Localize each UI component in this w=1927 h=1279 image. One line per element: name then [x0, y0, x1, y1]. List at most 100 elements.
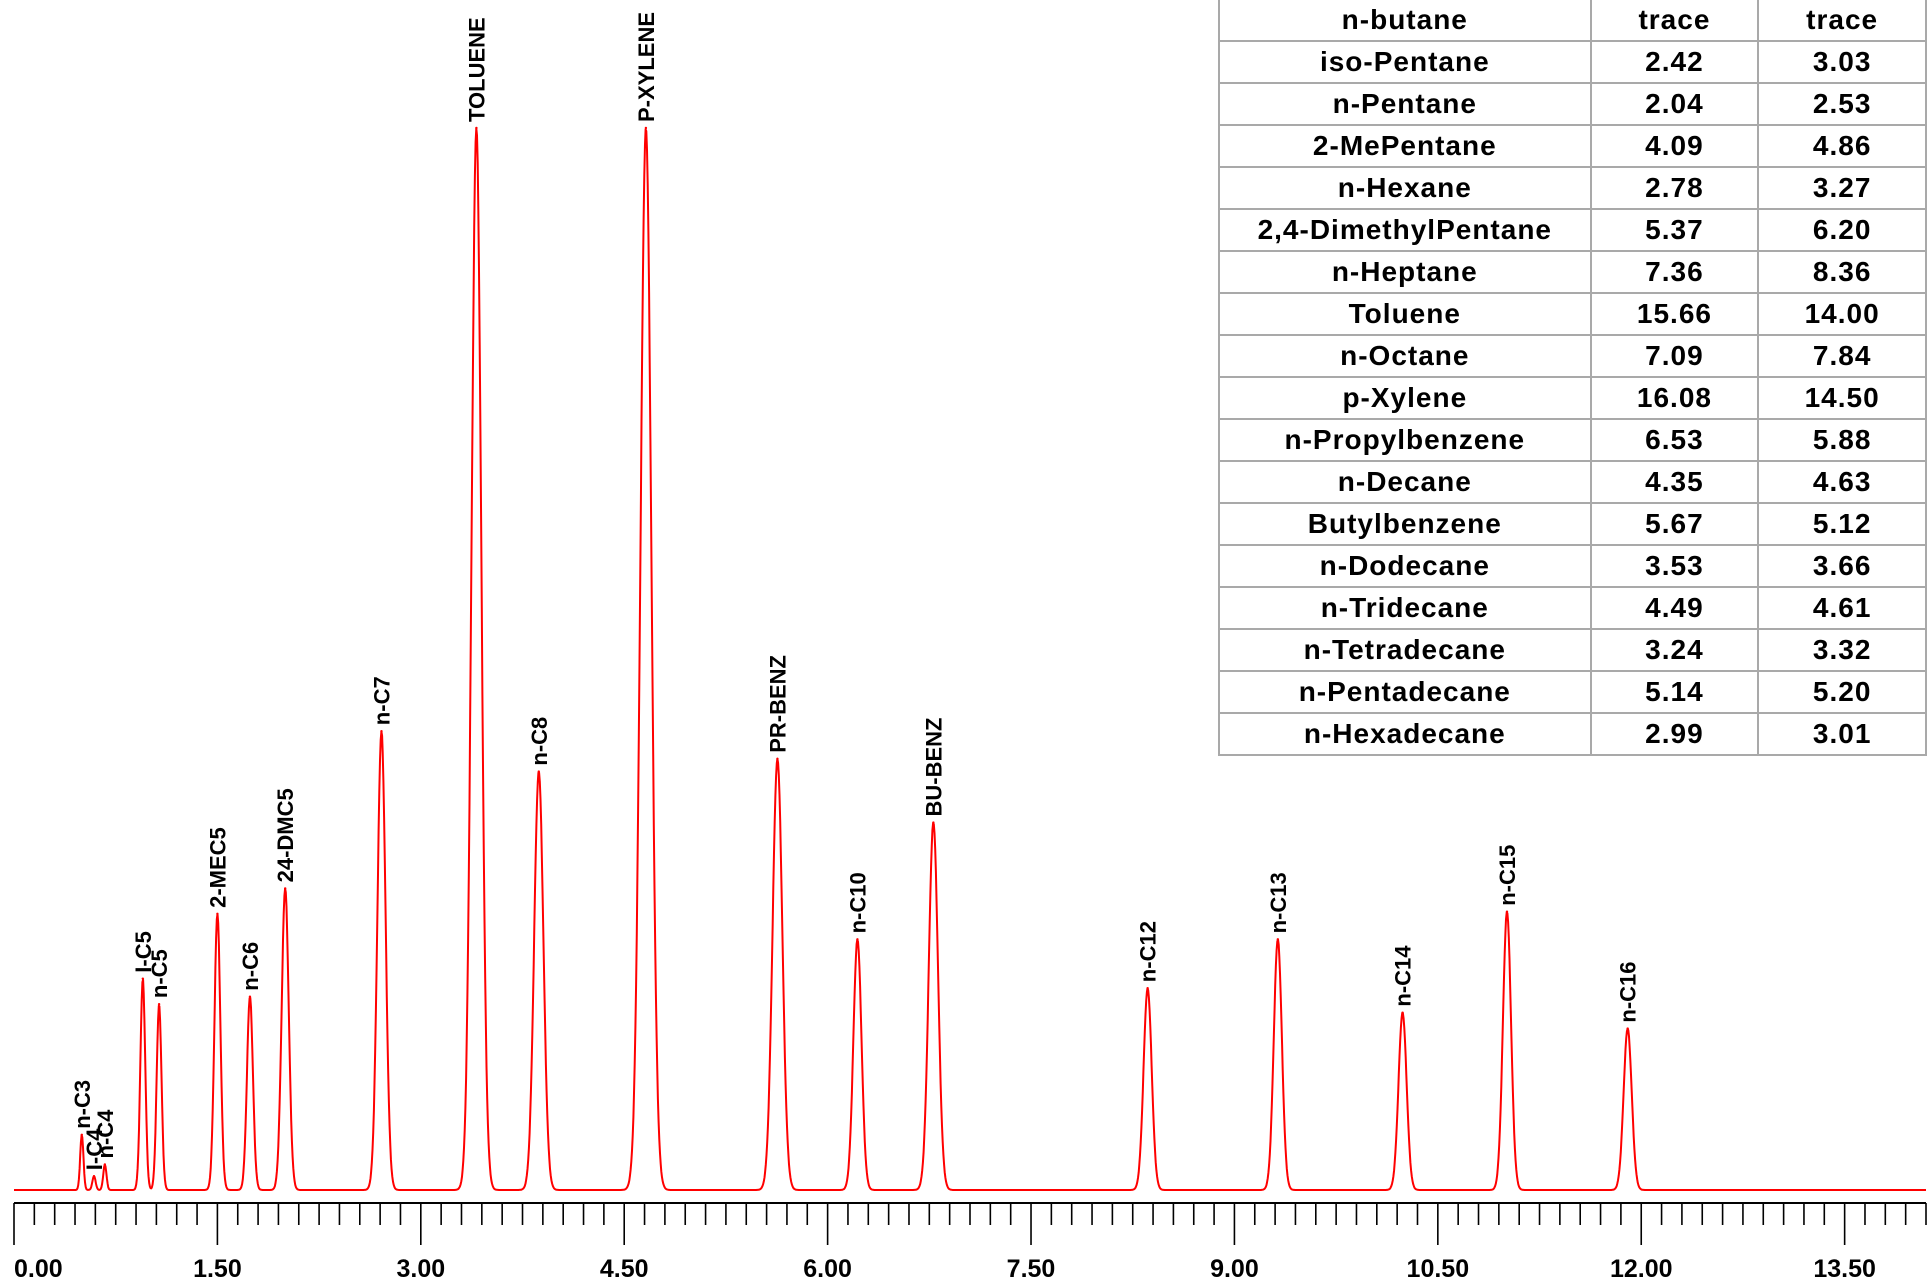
composition-table-body: n-butane trace trace iso-Pentane 2.42 3.03 n-P…: [1218, 0, 1927, 756]
compound-name-cell: n-Tridecane: [1218, 586, 1592, 630]
value-cell-2: 5.88: [1757, 418, 1927, 462]
peak-apex: [856, 938, 859, 941]
table-row: n-Hexane 2.78 3.27: [1218, 166, 1927, 210]
table-row: n-Tetradecane 3.24 3.32: [1218, 628, 1927, 672]
table-row: n-Dodecane 3.53 3.66: [1218, 544, 1927, 588]
value-cell-2: 4.61: [1757, 586, 1927, 630]
peak-label: n-C15: [1495, 845, 1520, 906]
x-tick-label: 13.50: [1813, 1255, 1876, 1279]
table-row: 2,4-DimethylPentane 5.37 6.20: [1218, 208, 1927, 252]
compound-name-cell: 2,4-DimethylPentane: [1218, 208, 1592, 252]
chromatogram-trace: [13, 127, 1927, 1191]
peak-label: n-C5: [147, 949, 172, 998]
value-cell-1: 5.37: [1589, 208, 1760, 252]
peak-label: n-C3: [70, 1080, 95, 1129]
x-tick-label: 3.00: [396, 1255, 445, 1279]
value-cell-2: 8.36: [1757, 250, 1927, 294]
peak-label: n-C16: [1616, 961, 1641, 1022]
table-row: Toluene 15.66 14.00: [1218, 292, 1927, 336]
table-row: n-Pentane 2.04 2.53: [1218, 82, 1927, 126]
compound-name-cell: n-Hexadecane: [1218, 712, 1592, 756]
composition-table: n-butane trace trace iso-Pentane 2.42 3.03 n-P…: [1218, 0, 1927, 756]
value-cell-1: 2.99: [1589, 712, 1760, 756]
value-cell-2: 3.01: [1757, 712, 1927, 756]
value-cell-1: 4.09: [1589, 124, 1760, 168]
table-row: n-Pentadecane 5.14 5.20: [1218, 670, 1927, 714]
value-cell-2: 3.32: [1757, 628, 1927, 672]
compound-name-cell: n-Propylbenzene: [1218, 418, 1592, 462]
value-cell-1: 7.09: [1589, 334, 1760, 378]
x-tick-label: 0.00: [14, 1255, 63, 1279]
compound-name-cell: n-Pentadecane: [1218, 670, 1592, 714]
peak-apex: [537, 770, 540, 773]
x-tick-label: 4.50: [600, 1255, 649, 1279]
value-cell-1: 3.24: [1589, 628, 1760, 672]
x-axis: 0.00 1.50 3.00 4.50 6.00 7.50 9.00 10.50 12.00 13…: [13, 1202, 1927, 1279]
peak-apex: [284, 887, 287, 890]
peak-apex: [103, 1163, 107, 1166]
compound-name-cell: p-Xylene: [1218, 376, 1592, 420]
compound-name-cell: n-Heptane: [1218, 250, 1592, 294]
peak-label: n-C4: [93, 1109, 118, 1159]
value-cell-1: 2.42: [1589, 40, 1760, 84]
value-cell-2: 3.66: [1757, 544, 1927, 588]
peak-apex: [380, 730, 383, 733]
peak-apex: [932, 821, 935, 824]
value-cell-2: 6.20: [1757, 208, 1927, 252]
peak-label: n-C14: [1391, 945, 1416, 1007]
peak-label: PR-BENZ: [765, 655, 790, 753]
peak-label: 24-DMC5: [273, 788, 298, 882]
table-row: p-Xylene 16.08 14.50: [1218, 376, 1927, 420]
compound-name-cell: 2-MePentane: [1218, 124, 1592, 168]
table-row: 2-MePentane 4.09 4.86: [1218, 124, 1927, 168]
peak-apex: [141, 977, 145, 980]
compound-name-cell: Butylbenzene: [1218, 502, 1592, 546]
table-row: n-Propylbenzene 6.53 5.88: [1218, 418, 1927, 462]
peak-label: P-XYLENE: [634, 12, 659, 122]
value-cell-2: trace: [1757, 0, 1927, 42]
value-cell-1: trace: [1589, 0, 1760, 42]
peak-labels: n-C3I-C4n-C4 I-C5n-C5 2-MEC5 n-C6 24-DMC5 n-C…: [70, 12, 1641, 1170]
value-cell-1: 2.78: [1589, 166, 1760, 210]
table-row: n-butane trace trace: [1218, 0, 1927, 42]
x-tick-label: 1.50: [193, 1255, 242, 1279]
value-cell-1: 3.53: [1589, 544, 1760, 588]
value-cell-1: 16.08: [1589, 376, 1760, 420]
value-cell-2: 5.20: [1757, 670, 1927, 714]
value-cell-1: 7.36: [1589, 250, 1760, 294]
peak-label: I-C5: [131, 931, 156, 973]
peak-label: n-C7: [370, 676, 395, 725]
compound-name-cell: n-Pentane: [1218, 82, 1592, 126]
value-cell-2: 4.86: [1757, 124, 1927, 168]
compound-name-cell: n-Hexane: [1218, 166, 1592, 210]
compound-name-cell: n-Dodecane: [1218, 544, 1592, 588]
table-row: n-Tridecane 4.49 4.61: [1218, 586, 1927, 630]
compound-name-cell: Toluene: [1218, 292, 1592, 336]
value-cell-1: 4.35: [1589, 460, 1760, 504]
x-tick-label: 10.50: [1407, 1255, 1470, 1279]
value-cell-2: 4.63: [1757, 460, 1927, 504]
value-cell-2: 5.12: [1757, 502, 1927, 546]
value-cell-2: 3.27: [1757, 166, 1927, 210]
peak-label: TOLUENE: [464, 17, 489, 122]
x-tick-label: 6.00: [803, 1255, 852, 1279]
peak-apex: [157, 1002, 161, 1006]
compound-name-cell: n-Octane: [1218, 334, 1592, 378]
compound-name-cell: n-Tetradecane: [1218, 628, 1592, 672]
value-cell-1: 6.53: [1589, 418, 1760, 462]
peak-apex: [80, 1133, 84, 1136]
peak-apex: [644, 126, 648, 130]
value-cell-1: 15.66: [1589, 292, 1760, 336]
table-row: Butylbenzene 5.67 5.12: [1218, 502, 1927, 546]
peak-label: n-C8: [527, 717, 552, 766]
peak-label: n-C12: [1136, 921, 1161, 982]
peak-apex: [1626, 1027, 1629, 1030]
value-cell-2: 2.53: [1757, 82, 1927, 126]
peak-apex: [1276, 938, 1280, 941]
table-row: n-Hexadecane 2.99 3.01: [1218, 712, 1927, 756]
value-cell-2: 7.84: [1757, 334, 1927, 378]
peak-apex: [216, 912, 219, 916]
x-tick-label: 9.00: [1210, 1255, 1259, 1279]
peak-label: n-C10: [845, 872, 870, 933]
